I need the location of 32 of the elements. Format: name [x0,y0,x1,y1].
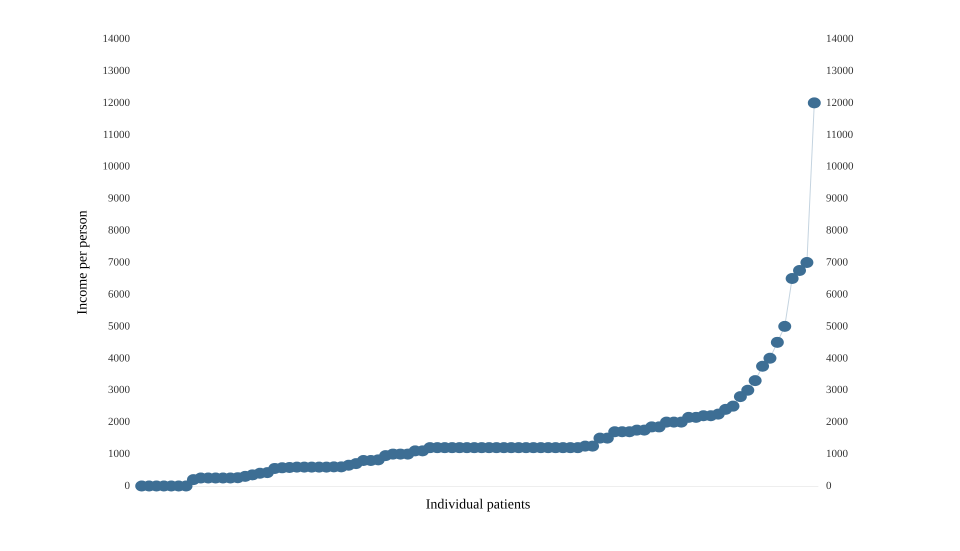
y2-tick-label: 9000 [826,192,848,205]
y-tick-label: 3000 [108,384,130,396]
y2-tick-label: 2000 [826,416,848,428]
y-tick-label: 7000 [108,256,130,268]
y2-tick-label: 14000 [826,33,854,45]
y-tick-label: 8000 [108,224,130,237]
y2-tick-label: 12000 [826,96,854,109]
y-tick-label: 1000 [108,448,130,460]
y-tick-label: 14000 [102,33,130,45]
y2-tick-label: 10000 [826,160,854,173]
y2-tick-label: 4000 [826,352,848,364]
y-axis-title: Income per person [76,210,90,315]
y-tick-label: 4000 [108,352,130,364]
y-tick-label: 11000 [102,128,130,141]
y2-tick-label: 0 [826,480,832,492]
y-tick-label: 9000 [108,192,130,205]
y-tick-label: 6000 [108,288,130,300]
y-tick-label: 2000 [108,416,130,428]
y-tick-label: 0 [124,480,130,492]
y2-tick-label: 8000 [826,224,848,237]
y2-tick-label: 11000 [826,128,854,141]
y2-tick-label: 7000 [826,256,848,268]
y2-tick-label: 3000 [826,384,848,396]
y2-tick-label: 6000 [826,288,848,300]
y-tick-label: 5000 [108,320,130,332]
y2-tick-label: 5000 [826,320,848,332]
y-tick-label: 12000 [102,96,130,109]
y2-tick-label: 13000 [826,64,854,77]
y-tick-label: 13000 [102,64,130,77]
y2-tick-label: 1000 [826,448,848,460]
y-tick-label: 10000 [102,160,130,173]
x-axis-title: Individual patients [426,498,530,512]
